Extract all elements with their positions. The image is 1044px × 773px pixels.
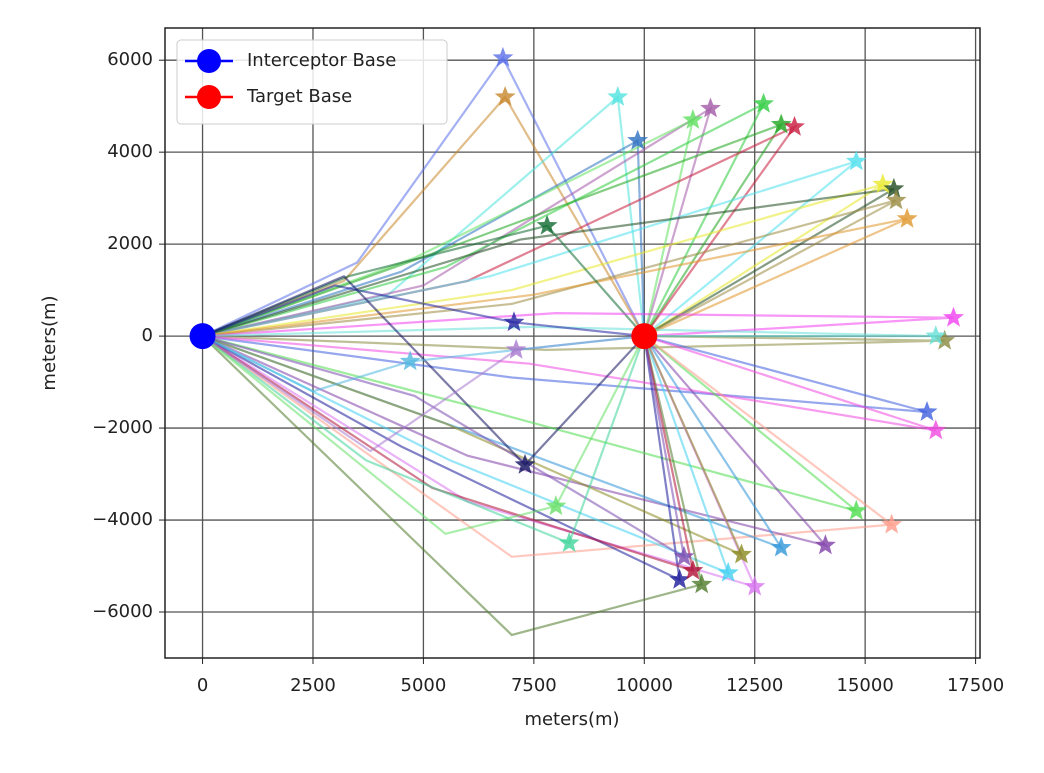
- trajectory: [202, 199, 897, 338]
- target-star: [925, 419, 947, 440]
- target-star: [627, 129, 649, 150]
- x-tick-label: 0: [197, 675, 208, 696]
- trajectory: [202, 284, 645, 338]
- target-star: [691, 573, 713, 594]
- x-tick-label: 7500: [511, 675, 557, 696]
- target-star: [682, 559, 704, 580]
- target-star: [700, 97, 721, 118]
- trajectory: [202, 274, 646, 467]
- y-tick-label: 6000: [107, 49, 153, 70]
- trajectory: [201, 335, 646, 536]
- legend-label: Target Base: [246, 86, 352, 107]
- trajectory: [202, 335, 744, 557]
- target-star: [731, 543, 752, 564]
- target-star: [492, 46, 514, 67]
- target-star: [682, 109, 704, 129]
- trajectory: [201, 335, 704, 637]
- target-star: [545, 495, 567, 516]
- target-star: [505, 338, 527, 359]
- target-star: [885, 189, 907, 210]
- target-star: [845, 499, 867, 520]
- target-star: [883, 177, 905, 198]
- x-tick-label: 12500: [726, 675, 783, 696]
- legend-marker: [197, 85, 221, 109]
- trajectory: [202, 335, 645, 393]
- y-tick-label: −2000: [92, 417, 153, 438]
- trajectory: [202, 183, 884, 338]
- axes-frame: [164, 27, 981, 659]
- target-star: [896, 207, 918, 228]
- target-star: [943, 306, 964, 327]
- trajectory: [202, 106, 713, 338]
- trajectory: [202, 55, 646, 338]
- trajectory: [201, 335, 681, 582]
- target-star: [399, 350, 421, 371]
- trajectory: [202, 187, 895, 338]
- target-star: [925, 325, 947, 345]
- target-star: [503, 311, 525, 332]
- target-star: [845, 150, 867, 171]
- target-star: [717, 561, 739, 582]
- y-tick-label: 2000: [107, 233, 153, 254]
- target-star: [814, 534, 836, 555]
- trajectory: [202, 335, 731, 575]
- y-tick-label: 4000: [107, 141, 153, 162]
- legend-box: [176, 39, 448, 125]
- x-tick-label: 2500: [290, 675, 336, 696]
- trajectory: [202, 217, 908, 338]
- trajectory: [201, 335, 646, 545]
- legend-marker: [197, 49, 221, 73]
- target-star: [607, 86, 629, 106]
- trajectory: [202, 335, 686, 559]
- x-tick-label: 17500: [947, 675, 1004, 696]
- target-star: [770, 536, 792, 557]
- y-axis-label: meters(m): [39, 295, 60, 390]
- trajectory: [201, 335, 895, 558]
- base-marker: [189, 323, 216, 350]
- target-star: [770, 113, 792, 134]
- trajectory: [202, 101, 767, 338]
- trajectory: [201, 335, 695, 573]
- target-star: [753, 92, 774, 113]
- trajectory: [202, 311, 954, 338]
- target-star: [673, 545, 695, 566]
- x-tick-label: 15000: [837, 675, 894, 696]
- y-tick-label: −6000: [92, 601, 153, 622]
- target-star: [558, 532, 580, 552]
- target-star: [916, 401, 938, 421]
- target-star: [744, 575, 766, 596]
- plot-area: [165, 28, 980, 658]
- target-star: [669, 568, 691, 589]
- target-star: [881, 513, 903, 534]
- target-star: [934, 329, 956, 350]
- target-star: [514, 453, 536, 474]
- trajectory: [202, 335, 829, 548]
- x-tick-label: 5000: [401, 675, 447, 696]
- trajectory: [202, 335, 945, 352]
- trajectory: [202, 325, 936, 338]
- x-tick-label: 10000: [616, 675, 673, 696]
- target-star: [872, 173, 894, 194]
- trajectory: [202, 122, 784, 338]
- target-star: [536, 214, 558, 235]
- trajectory: [202, 335, 937, 432]
- x-axis-label: meters(m): [524, 709, 619, 730]
- y-tick-label: 0: [142, 325, 153, 346]
- y-tick-label: −4000: [92, 509, 153, 530]
- legend-label: Interceptor Base: [247, 50, 396, 71]
- base-marker: [631, 323, 658, 350]
- target-star: [494, 86, 516, 106]
- target-star: [784, 115, 805, 136]
